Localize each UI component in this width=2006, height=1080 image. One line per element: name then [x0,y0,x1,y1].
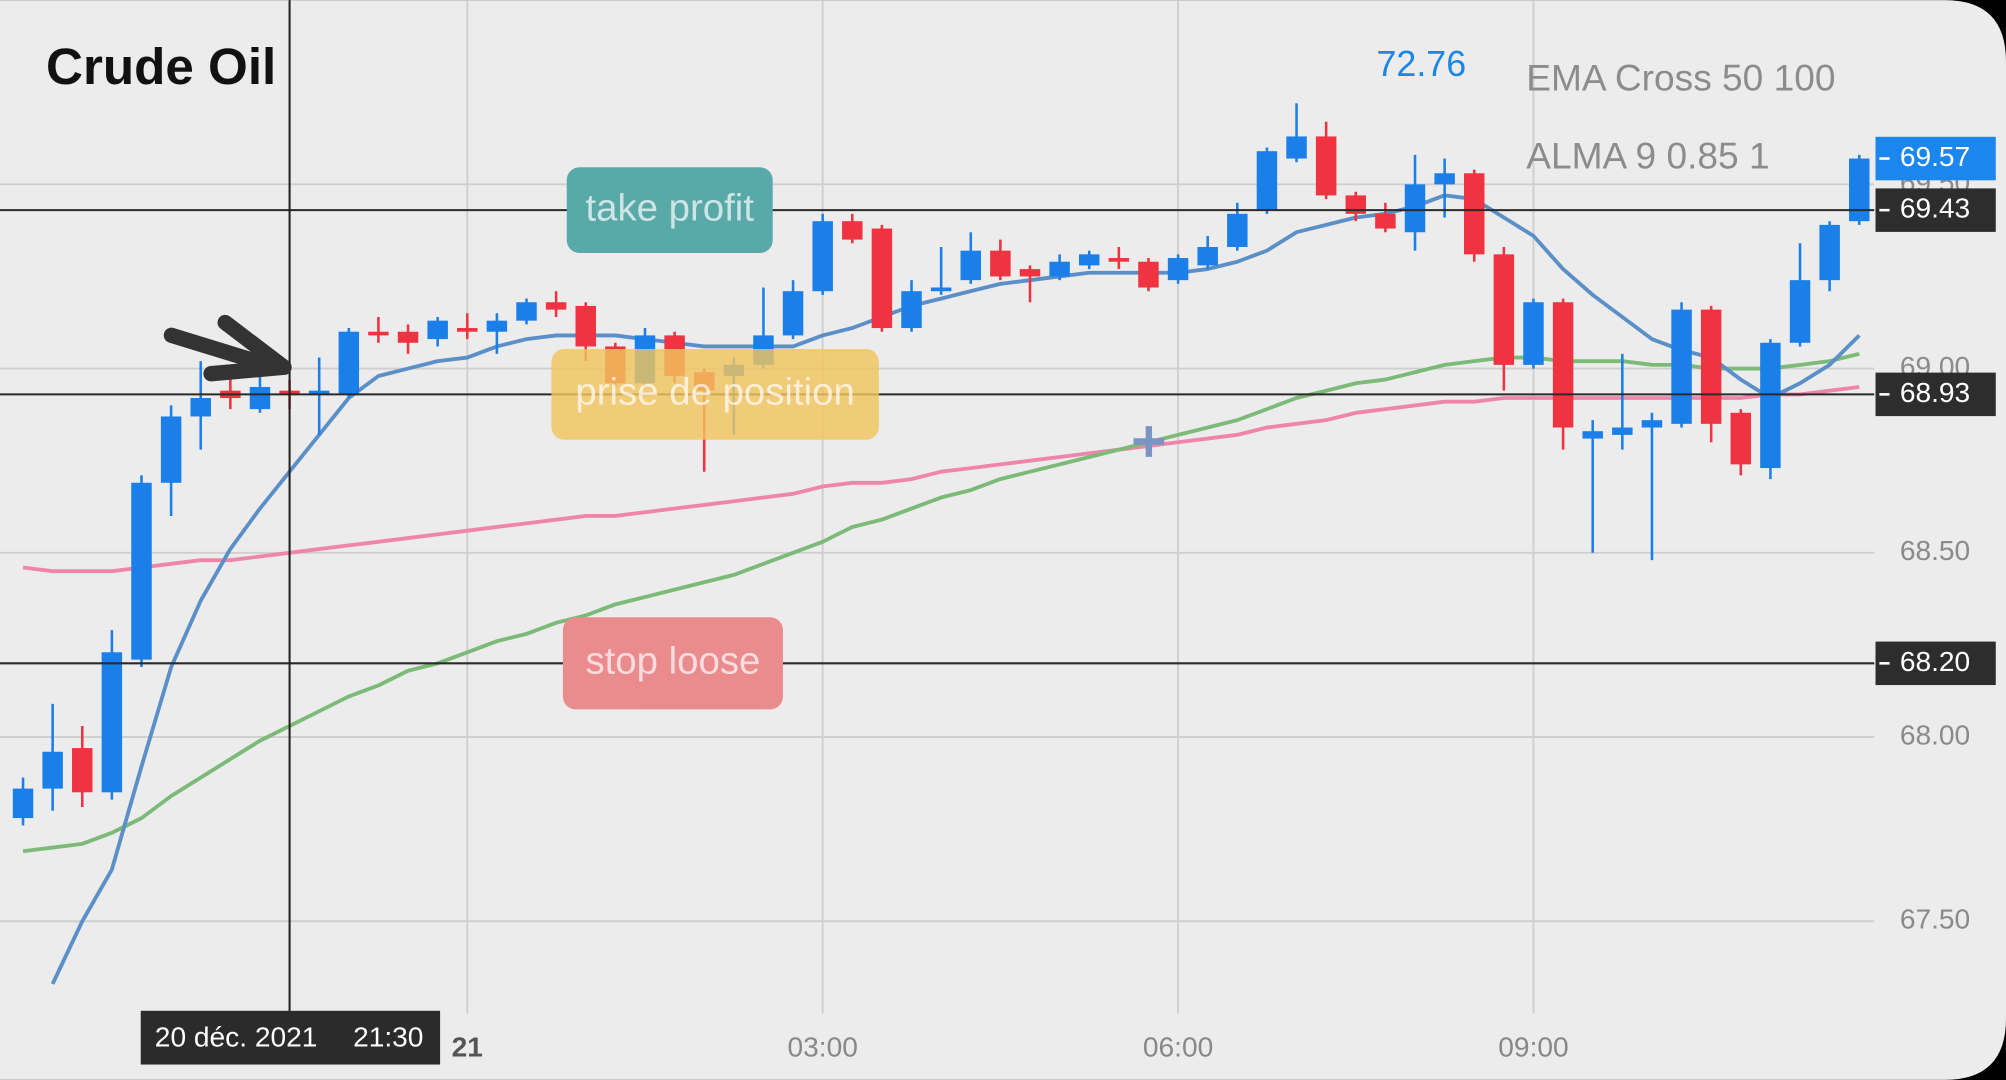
candle-body [960,250,981,281]
cursor-plus [1133,426,1165,457]
crosshair-time: 21:30 [353,1021,423,1052]
candle-body [1138,261,1159,288]
annotation-text: take profit [585,186,754,229]
candle-body [871,228,893,329]
y-tick-label: 68.00 [1900,719,1970,750]
candle-body [1286,136,1307,159]
annotation-box [566,167,773,253]
candle-body [842,221,863,240]
candle-body [308,390,330,395]
candle-body [990,250,1011,277]
current-price-label: 69.57 [1900,141,1970,172]
candle-body [812,221,833,292]
candle-body [930,287,952,292]
crosshair-date: 20 déc. 2021 [155,1021,318,1052]
candle-body [545,302,567,310]
candle-body [1108,258,1130,262]
crosshair-label-box [140,1010,441,1065]
candle-body [1078,254,1100,266]
candle-body [1167,258,1189,281]
candle-body [72,748,93,793]
candle-body [1434,173,1455,185]
candle-body [901,291,922,329]
candle-body [42,751,63,789]
arrow-drawing [163,314,292,382]
price-label: 68.93 [1900,377,1970,408]
candle-body [427,320,448,340]
candle-body [1049,261,1070,277]
candle-body [1671,309,1692,424]
candle-body [1612,427,1633,435]
annotation-text: prise de position [575,371,854,414]
candle-body [516,302,537,321]
annotation-text: stop loose [585,639,760,682]
candle-body [397,331,419,343]
x-tick-label: 21 [452,1032,483,1063]
candle-body [1464,173,1485,255]
candle-body [12,788,34,819]
candle-body [1760,342,1781,469]
candle-body [190,398,211,417]
candle-body [131,482,152,660]
candle-body [1582,431,1603,439]
candle-body [249,386,271,410]
annotation-box [551,348,879,440]
candle-body [457,328,478,332]
price-label: 69.43 [1900,193,1970,224]
candle-body [1227,213,1248,247]
price-label-box [1875,372,1996,417]
annotation-box [562,617,783,710]
candle-body [1789,280,1811,343]
candle-body [486,320,508,332]
candle-body [1700,309,1722,424]
chart-title: Crude Oil [46,38,276,95]
candle-body [338,331,360,395]
y-tick-label: 68.50 [1900,535,1970,566]
indicator-name: EMA Cross 50 100 [1526,57,1835,99]
candle-body [1197,246,1218,266]
candle-body [1819,224,1840,281]
current-price-box [1875,136,1996,181]
candle-body [575,305,596,347]
candle-body [1375,213,1396,229]
candle-body [1849,158,1870,222]
candle-body [1523,302,1544,365]
candle-body [782,291,804,336]
x-tick-label: 03:00 [787,1032,857,1063]
price-label-box [1875,188,1996,232]
price-label-box [1875,641,1996,686]
x-tick-label: 06:00 [1143,1032,1213,1063]
header-price: 72.76 [1377,44,1467,84]
candle-body [368,331,389,336]
candle-body [1019,269,1041,277]
candle-body [101,652,123,793]
candle-body [160,416,182,483]
candle-body [1315,136,1337,196]
candle-body [1256,151,1278,211]
price-label: 68.20 [1900,646,1970,677]
x-tick-label: 09:00 [1498,1032,1568,1063]
y-tick-label: 67.50 [1900,904,1970,935]
candle-body [1641,420,1663,428]
candle-body [1404,184,1426,233]
candle-body [1730,412,1752,465]
candle-body [1552,302,1574,428]
indicator-name: ALMA 9 0.85 1 [1526,135,1769,177]
candle-body [1493,254,1515,365]
